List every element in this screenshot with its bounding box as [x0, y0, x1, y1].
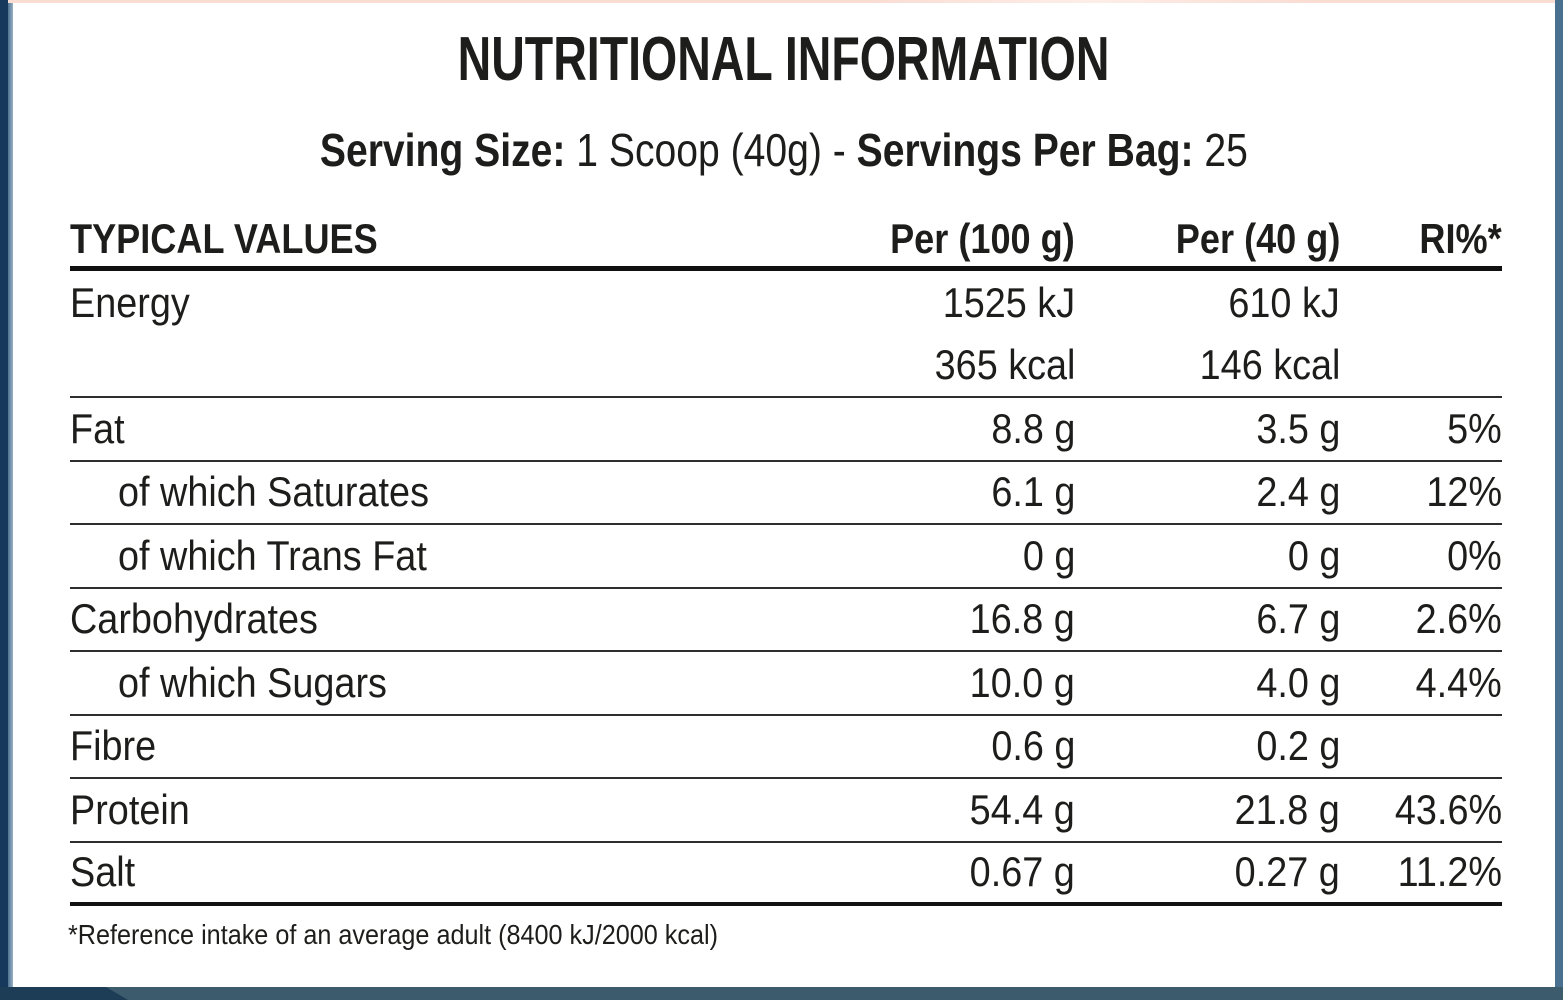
row-ri: 43.6%: [1394, 785, 1502, 833]
row-per100: 365 kcal: [934, 341, 1075, 389]
page-title-text: NUTRITIONAL INFORMATION: [458, 25, 1110, 94]
table-row: of which Trans Fat 0 g 0 g 0%: [70, 525, 1502, 589]
row-ri: 4.4%: [1415, 658, 1502, 706]
bottom-bar-left-segment: [0, 987, 128, 1000]
footnote-text: *Reference intake of an average adult (8…: [68, 919, 719, 950]
row-per40: 21.8 g: [1234, 785, 1340, 833]
table-row: Salt 0.67 g 0.27 g 11.2%: [70, 843, 1502, 906]
reference-intake-footnote: *Reference intake of an average adult (8…: [68, 918, 1555, 952]
row-per100: 6.1 g: [990, 468, 1075, 516]
nutrition-panel: NUTRITIONAL INFORMATION Serving Size: 1 …: [13, 3, 1555, 987]
row-per40: 0.2 g: [1255, 722, 1340, 770]
row-label: Protein: [70, 785, 190, 833]
table-row: of which Sugars 10.0 g 4.0 g 4.4%: [70, 652, 1502, 716]
servings-per-bag-label: Servings Per Bag:: [856, 124, 1194, 176]
table-row: Fibre 0.6 g 0.2 g: [70, 716, 1502, 779]
table-row: 365 kcal 146 kcal: [70, 335, 1502, 398]
header-per-40g: Per (40 g): [1175, 214, 1340, 262]
table-row: Protein 54.4 g 21.8 g 43.6%: [70, 779, 1502, 843]
row-ri: 2.6%: [1415, 595, 1502, 643]
page-title: NUTRITIONAL INFORMATION: [13, 29, 1555, 91]
serving-line: Serving Size: 1 Scoop (40g) - Servings P…: [13, 127, 1555, 173]
row-label: [70, 344, 770, 386]
header-per-100g: Per (100 g): [890, 214, 1075, 262]
top-accent-line: [8, 0, 1555, 3]
left-border-inner: [8, 0, 13, 987]
table-row: of which Saturates 6.1 g 2.4 g 12%: [70, 462, 1502, 525]
row-per100: 8.8 g: [990, 404, 1075, 452]
row-per100: 54.4 g: [969, 785, 1075, 833]
row-ri: [1340, 282, 1502, 324]
row-label: of which Trans Fat: [118, 531, 427, 579]
right-border: [1555, 0, 1563, 987]
row-per40: 146 kcal: [1199, 341, 1340, 389]
header-ri-percent: RI%*: [1419, 214, 1502, 262]
row-per40: 610 kJ: [1228, 278, 1340, 326]
table-row: Fat 8.8 g 3.5 g 5%: [70, 398, 1502, 462]
row-label: Energy: [70, 278, 190, 326]
row-label: Fat: [70, 404, 125, 452]
row-ri: 11.2%: [1397, 848, 1502, 896]
table-row: Carbohydrates 16.8 g 6.7 g 2.6%: [70, 589, 1502, 652]
table-body: Energy 1525 kJ 610 kJ 365 kcal 146 kcal Fat 8.…: [70, 271, 1502, 906]
row-per100: 10.0 g: [969, 658, 1075, 706]
row-label: Carbohydrates: [70, 595, 318, 643]
row-per40: 0 g: [1287, 531, 1340, 579]
row-ri: [1340, 344, 1502, 386]
serving-line-text: Serving Size: 1 Scoop (40g) - Servings P…: [320, 127, 1248, 173]
nutrition-table: TYPICAL VALUES Per (100 g) Per (40 g) RI…: [70, 211, 1502, 906]
serving-size-value: 1 Scoop (40g): [576, 124, 823, 176]
row-per40: 2.4 g: [1255, 468, 1340, 516]
row-ri: 5%: [1447, 404, 1502, 452]
row-ri: 0%: [1447, 531, 1502, 579]
row-label: of which Sugars: [118, 658, 387, 706]
row-per100: 0.6 g: [990, 722, 1075, 770]
row-per40: 0.27 g: [1234, 848, 1340, 896]
table-header-row: TYPICAL VALUES Per (100 g) Per (40 g) RI…: [70, 211, 1502, 271]
left-border-outer: [0, 0, 8, 1000]
bottom-bar: [0, 987, 1563, 1000]
servings-per-bag-value: 25: [1204, 124, 1248, 176]
table-row: Energy 1525 kJ 610 kJ: [70, 271, 1502, 335]
row-per100: 0 g: [1022, 531, 1075, 579]
row-label: Fibre: [70, 722, 157, 770]
serving-size-label: Serving Size:: [320, 124, 566, 176]
row-per100: 1525 kJ: [942, 278, 1075, 326]
row-per100: 16.8 g: [969, 595, 1075, 643]
row-per40: 4.0 g: [1255, 658, 1340, 706]
row-per100: 0.67 g: [969, 848, 1075, 896]
row-ri: 12%: [1426, 468, 1502, 516]
row-per40: 6.7 g: [1255, 595, 1340, 643]
header-typical-values: TYPICAL VALUES: [70, 214, 378, 262]
row-label: of which Saturates: [118, 468, 429, 516]
row-ri: [1340, 725, 1502, 767]
row-label: Salt: [70, 848, 136, 896]
row-per40: 3.5 g: [1255, 404, 1340, 452]
serving-separator: -: [832, 124, 846, 176]
